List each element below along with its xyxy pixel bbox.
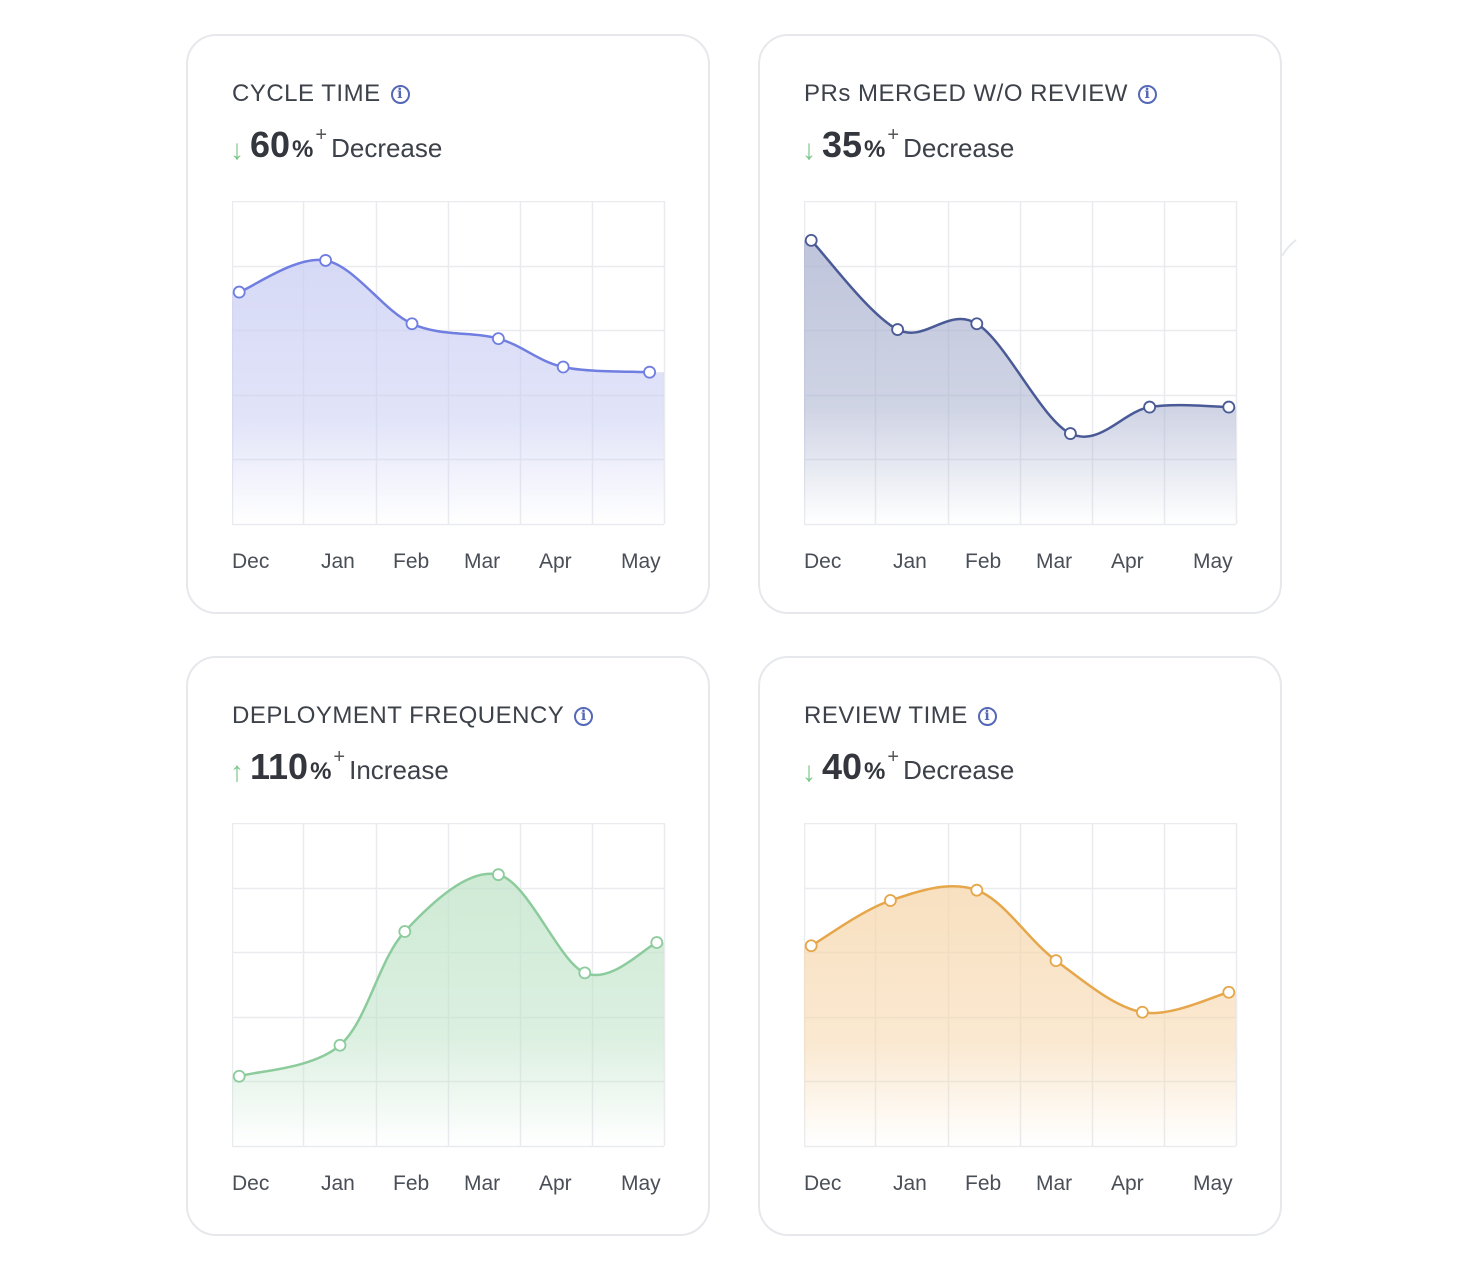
- arrow-down-icon: ↓: [802, 134, 816, 165]
- metric-value: 110: [250, 746, 309, 787]
- data-point-mar[interactable]: [1063, 427, 1077, 440]
- series-area: [804, 886, 1236, 1146]
- x-tick-label: Dec: [232, 1172, 269, 1195]
- metric-summary: ↑ 110 % + Increase: [230, 746, 449, 788]
- x-tick-label: Apr: [1111, 1172, 1144, 1195]
- metric-unit: %: [864, 758, 886, 785]
- data-point-feb[interactable]: [970, 317, 984, 331]
- data-point-may[interactable]: [643, 365, 657, 379]
- data-point-mar[interactable]: [491, 332, 505, 345]
- metric-label: Decrease: [331, 133, 443, 163]
- metric-summary: ↓ 60 % + Decrease: [230, 124, 442, 166]
- arrow-down-icon: ↓: [230, 134, 244, 165]
- metric-unit: %: [292, 136, 314, 163]
- data-point-apr[interactable]: [1135, 1005, 1149, 1019]
- metric-summary: ↓ 40 % + Decrease: [802, 746, 1014, 788]
- data-point-jan[interactable]: [884, 894, 897, 907]
- data-point-dec[interactable]: [232, 285, 246, 299]
- metric-plus: +: [887, 124, 900, 146]
- x-tick-label: Dec: [804, 1172, 841, 1195]
- x-tick-label: Feb: [965, 550, 1001, 573]
- info-icon[interactable]: i: [574, 706, 594, 726]
- metric-card-review-time: REVIEW TIME i ↓ 40 % + Decrease Dec Jan Fe…: [758, 656, 1282, 1236]
- metric-label: Decrease: [903, 133, 1015, 163]
- metric-card-prs-merged: PRs MERGED W/O REVIEW i ↓ 35 % + Decreas…: [758, 34, 1282, 614]
- x-tick-label: Apr: [539, 550, 572, 573]
- card-title: CYCLE TIME i: [232, 80, 410, 108]
- decorative-curve: [1281, 239, 1297, 257]
- x-tick-label: Feb: [965, 1172, 1001, 1195]
- x-tick-label: Mar: [464, 1172, 500, 1195]
- arrow-down-icon: ↓: [802, 756, 816, 787]
- metric-value: 40: [822, 746, 863, 787]
- data-point-dec[interactable]: [232, 1069, 246, 1083]
- metric-plus: +: [333, 746, 346, 768]
- area-chart: Dec Jan Feb Mar Apr May: [232, 823, 666, 1195]
- card-title: DEPLOYMENT FREQUENCY i: [232, 702, 594, 730]
- area-chart: Dec Jan Feb Mar Apr May: [804, 823, 1238, 1195]
- data-point-jan[interactable]: [319, 254, 332, 267]
- series-area: [804, 240, 1236, 524]
- card-title: PRs MERGED W/O REVIEW i: [804, 80, 1157, 108]
- data-point-jan[interactable]: [891, 323, 904, 336]
- data-point-feb[interactable]: [970, 883, 984, 897]
- x-tick-label: Jan: [893, 1172, 927, 1195]
- x-tick-label: Jan: [893, 550, 927, 573]
- info-icon[interactable]: i: [1137, 84, 1157, 104]
- x-tick-label: Jan: [321, 550, 355, 573]
- metric-card-deployment-frequency: DEPLOYMENT FREQUENCY i ↑ 110 % + Increas…: [186, 656, 710, 1236]
- data-point-feb[interactable]: [398, 925, 412, 938]
- data-point-dec[interactable]: [804, 939, 818, 953]
- x-tick-label: Mar: [1036, 1172, 1072, 1195]
- data-point-feb[interactable]: [405, 317, 419, 331]
- x-tick-label: Feb: [393, 1172, 429, 1195]
- metric-card-cycle-time: CYCLE TIME i ↓ 60 % + Decrease Dec Jan Feb…: [186, 34, 710, 614]
- metric-value: 35: [822, 124, 863, 165]
- metric-label: Decrease: [903, 755, 1015, 785]
- x-tick-label: May: [621, 550, 661, 573]
- series-area: [232, 259, 664, 524]
- data-point-mar[interactable]: [1049, 954, 1063, 967]
- metric-summary: ↓ 35 % + Decrease: [802, 124, 1014, 166]
- data-point-jan[interactable]: [333, 1038, 347, 1052]
- data-point-dec[interactable]: [804, 234, 818, 247]
- x-tick-label: May: [621, 1172, 661, 1195]
- data-point-may[interactable]: [1222, 985, 1236, 999]
- area-chart: Dec Jan Feb Mar Apr May: [232, 201, 666, 573]
- x-tick-label: Dec: [804, 550, 841, 573]
- info-icon[interactable]: i: [977, 706, 997, 726]
- data-point-apr[interactable]: [556, 360, 570, 374]
- data-point-mar[interactable]: [491, 868, 505, 882]
- x-tick-label: May: [1193, 550, 1233, 573]
- metric-plus: +: [887, 746, 900, 768]
- metric-value: 60: [250, 124, 291, 165]
- data-point-apr[interactable]: [1143, 400, 1157, 414]
- card-title-text: CYCLE TIME: [232, 80, 381, 107]
- card-title: REVIEW TIME i: [804, 702, 997, 730]
- data-point-may[interactable]: [650, 936, 664, 949]
- data-point-may[interactable]: [1222, 400, 1236, 414]
- metric-unit: %: [310, 758, 332, 785]
- x-tick-label: Feb: [393, 550, 429, 573]
- card-title-text: REVIEW TIME: [804, 702, 968, 729]
- x-tick-label: Dec: [232, 550, 269, 573]
- data-point-apr[interactable]: [578, 966, 592, 980]
- series-area: [232, 873, 664, 1146]
- x-tick-label: May: [1193, 1172, 1233, 1195]
- x-tick-label: Apr: [539, 1172, 572, 1195]
- metric-unit: %: [864, 136, 886, 163]
- info-icon[interactable]: i: [390, 84, 410, 104]
- x-tick-label: Apr: [1111, 550, 1144, 573]
- metric-label: Increase: [349, 755, 449, 785]
- x-tick-label: Mar: [464, 550, 500, 573]
- x-tick-label: Jan: [321, 1172, 355, 1195]
- area-chart: Dec Jan Feb Mar Apr May: [804, 201, 1238, 573]
- x-tick-label: Mar: [1036, 550, 1072, 573]
- card-title-text: DEPLOYMENT FREQUENCY: [232, 702, 565, 729]
- card-title-text: PRs MERGED W/O REVIEW: [804, 80, 1128, 107]
- series-line: [238, 258, 650, 374]
- arrow-up-icon: ↑: [230, 756, 244, 787]
- metric-plus: +: [315, 124, 328, 146]
